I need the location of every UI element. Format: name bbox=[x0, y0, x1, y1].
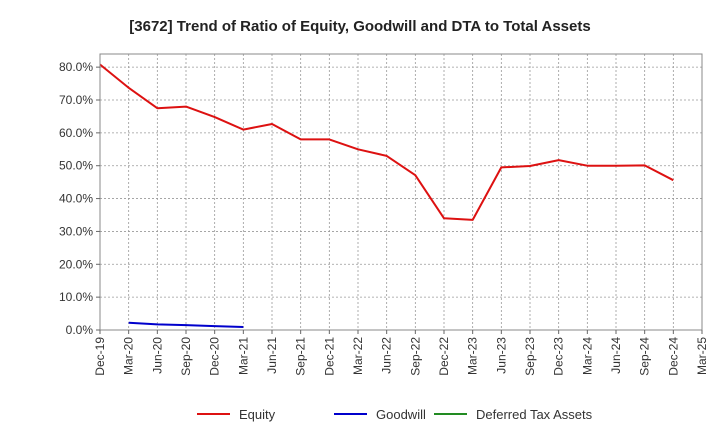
chart-title: [3672] Trend of Ratio of Equity, Goodwil… bbox=[129, 18, 590, 35]
y-tick-label: 20.0% bbox=[59, 257, 93, 271]
x-tick-label: Dec-21 bbox=[322, 337, 336, 376]
series-line-equity bbox=[99, 63, 674, 221]
y-tick-label: 60.0% bbox=[59, 126, 93, 140]
legend-label-equity: Equity bbox=[239, 407, 276, 422]
x-tick-label: Jun-23 bbox=[494, 337, 508, 374]
y-tick-label: 50.0% bbox=[59, 159, 93, 173]
y-tick-label: 30.0% bbox=[59, 224, 93, 238]
x-tick-label: Jun-21 bbox=[265, 337, 279, 374]
y-tick-label: 70.0% bbox=[59, 93, 93, 107]
x-tick-label: Jun-24 bbox=[609, 337, 623, 374]
y-tick-label: 10.0% bbox=[59, 290, 93, 304]
x-tick-label: Dec-20 bbox=[208, 337, 222, 376]
x-tick-label: Sep-23 bbox=[523, 337, 537, 376]
x-tick-label: Mar-23 bbox=[466, 337, 480, 375]
x-tick-label: Jun-22 bbox=[380, 337, 394, 374]
series-line-goodwill bbox=[128, 321, 244, 328]
x-tick-label: Mar-20 bbox=[122, 337, 136, 375]
x-tick-label: Mar-22 bbox=[351, 337, 365, 375]
legend-label-goodwill: Goodwill bbox=[376, 407, 426, 422]
y-axis: 0.0% 10.0% 20.0% 30.0% 40.0% 50.0% 60.0% 70.0% 8… bbox=[59, 60, 100, 337]
x-tick-label: Sep-21 bbox=[294, 337, 308, 376]
y-tick-label: 0.0% bbox=[66, 323, 94, 337]
y-tick-label: 40.0% bbox=[59, 192, 93, 206]
x-tick-label: Mar-21 bbox=[236, 337, 250, 375]
legend: Equity Goodwill Deferred Tax Assets bbox=[197, 407, 593, 422]
x-tick-label: Dec-19 bbox=[93, 337, 107, 376]
x-tick-label: Jun-20 bbox=[150, 337, 164, 374]
grid bbox=[100, 54, 702, 330]
legend-label-deferred-tax-assets: Deferred Tax Assets bbox=[476, 407, 593, 422]
x-tick-label: Mar-25 bbox=[695, 337, 709, 375]
x-tick-label: Dec-23 bbox=[552, 337, 566, 376]
x-axis: Dec-19 Mar-20 Jun-20 Sep-20 Dec-20 Mar-21 Jun-… bbox=[93, 330, 709, 376]
plot-frame bbox=[99, 53, 703, 331]
x-tick-label: Dec-22 bbox=[437, 337, 451, 376]
x-tick-label: Sep-22 bbox=[408, 337, 422, 376]
y-tick-label: 80.0% bbox=[59, 60, 93, 74]
x-tick-label: Sep-20 bbox=[179, 337, 193, 376]
series-layer bbox=[99, 63, 674, 328]
x-tick-label: Mar-24 bbox=[580, 337, 594, 375]
x-tick-label: Dec-24 bbox=[666, 337, 680, 376]
x-tick-label: Sep-24 bbox=[638, 337, 652, 376]
